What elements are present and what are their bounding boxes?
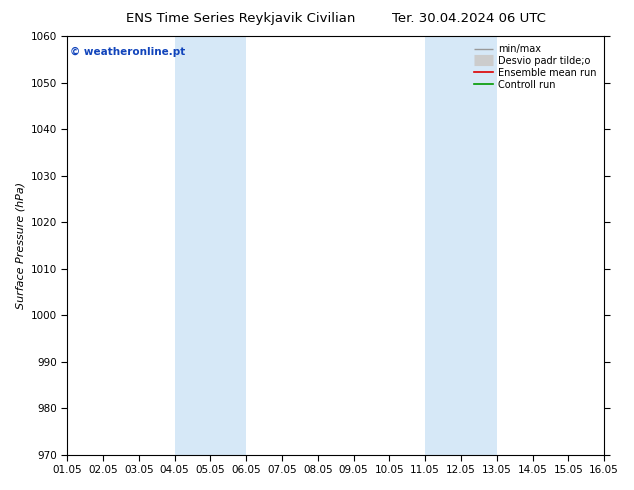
Text: © weatheronline.pt: © weatheronline.pt	[70, 47, 185, 57]
Legend: min/max, Desvio padr tilde;o, Ensemble mean run, Controll run: min/max, Desvio padr tilde;o, Ensemble m…	[470, 41, 599, 93]
Text: Ter. 30.04.2024 06 UTC: Ter. 30.04.2024 06 UTC	[392, 12, 546, 25]
Y-axis label: Surface Pressure (hPa): Surface Pressure (hPa)	[15, 182, 25, 309]
Bar	[425, 36, 497, 455]
Text: ENS Time Series Reykjavik Civilian: ENS Time Series Reykjavik Civilian	[126, 12, 356, 25]
Bar	[174, 36, 246, 455]
